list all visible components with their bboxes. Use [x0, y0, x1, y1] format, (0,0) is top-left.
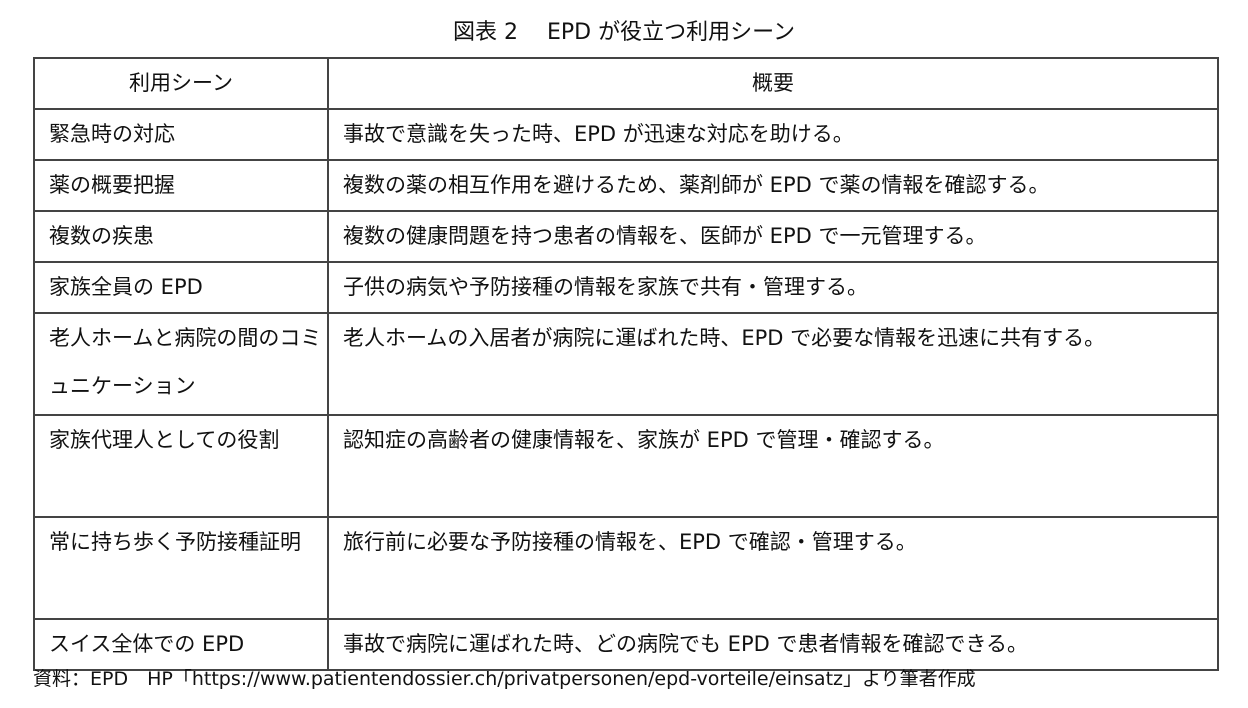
table-row: 緊急時の対応 事故で意識を失った時、EPD が迅速な対応を助ける。 — [33, 108, 1219, 161]
header-summary: 概要 — [327, 57, 1219, 110]
source-note: 資料：EPD HP「https://www.patientendossier.c… — [33, 668, 976, 690]
table-title: 図表 2 EPD が役立つ利用シーン — [453, 20, 795, 45]
usage-scenes-table: 利用シーン 概要 緊急時の対応 事故で意識を失った時、EPD が迅速な対応を助ける… — [33, 57, 1219, 671]
summary-cell: 旅行前に必要な予防接種の情報を、EPD で確認・管理する。 — [327, 516, 1219, 620]
summary-cell: 認知症の高齢者の健康情報を、家族が EPD で管理・確認する。 — [327, 414, 1219, 518]
table-row: 複数の疾患 複数の健康問題を持つ患者の情報を、医師が EPD で一元管理する。 — [33, 210, 1219, 263]
scene-cell: 常に持ち歩く予防接種証明 — [33, 516, 329, 620]
scene-cell: 複数の疾患 — [33, 210, 329, 263]
scene-cell: 家族全員の EPD — [33, 261, 329, 314]
summary-cell: 老人ホームの入居者が病院に運ばれた時、EPD で必要な情報を迅速に共有する。 — [327, 312, 1219, 416]
table-row: 家族代理人としての役割 認知症の高齢者の健康情報を、家族が EPD で管理・確認す… — [33, 414, 1219, 518]
summary-cell: 複数の薬の相互作用を避けるため、薬剤師が EPD で薬の情報を確認する。 — [327, 159, 1219, 212]
summary-cell: 事故で病院に運ばれた時、どの病院でも EPD で患者情報を確認できる。 — [327, 618, 1219, 671]
table-row: 老人ホームと病院の間のコミュニケーション 老人ホームの入居者が病院に運ばれた時、E… — [33, 312, 1219, 416]
table-row: 家族全員の EPD 子供の病気や予防接種の情報を家族で共有・管理する。 — [33, 261, 1219, 314]
summary-cell: 事故で意識を失った時、EPD が迅速な対応を助ける。 — [327, 108, 1219, 161]
scene-cell: スイス全体での EPD — [33, 618, 329, 671]
table-header-row: 利用シーン 概要 — [33, 57, 1219, 110]
scene-cell: 家族代理人としての役割 — [33, 414, 329, 518]
scene-cell: 薬の概要把握 — [33, 159, 329, 212]
table-row: 常に持ち歩く予防接種証明 旅行前に必要な予防接種の情報を、EPD で確認・管理する… — [33, 516, 1219, 620]
scene-cell: 緊急時の対応 — [33, 108, 329, 161]
table-row: 薬の概要把握 複数の薬の相互作用を避けるため、薬剤師が EPD で薬の情報を確認す… — [33, 159, 1219, 212]
summary-cell: 複数の健康問題を持つ患者の情報を、医師が EPD で一元管理する。 — [327, 210, 1219, 263]
header-scene: 利用シーン — [33, 57, 329, 110]
scene-cell: 老人ホームと病院の間のコミュニケーション — [33, 312, 329, 416]
summary-cell: 子供の病気や予防接種の情報を家族で共有・管理する。 — [327, 261, 1219, 314]
table-row: スイス全体での EPD 事故で病院に運ばれた時、どの病院でも EPD で患者情報を… — [33, 618, 1219, 671]
